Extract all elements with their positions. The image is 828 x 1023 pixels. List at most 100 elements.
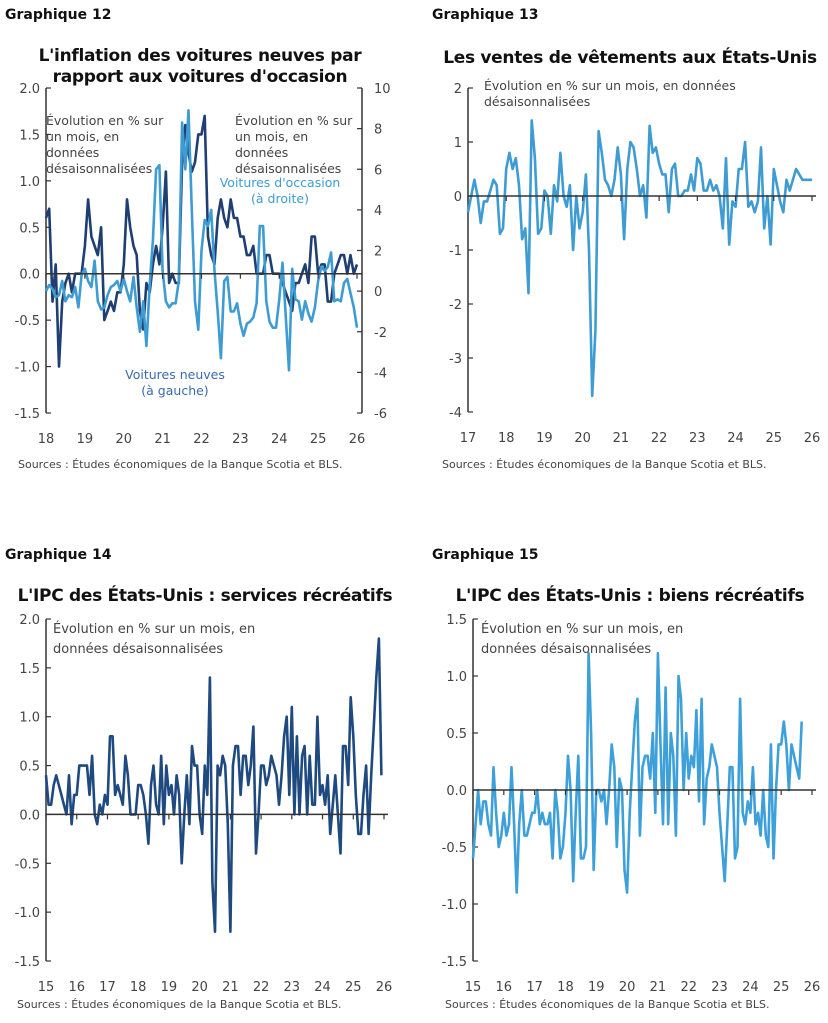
chart-g14: -1.5 -1.0 -0.5 0.0 0.5 1.0 1.5 2.0 15 16 17 18 19 20 2… <box>15 613 393 995</box>
y-tick-label: 0.5 <box>19 760 40 775</box>
series-label-used-cars: Voitures d'occasion (à droite) <box>210 175 350 207</box>
y2-tick-label: 4 <box>374 204 382 219</box>
x-tick-label: 15 <box>465 980 482 995</box>
x-tick-label: 17 <box>526 980 543 995</box>
y-tick-label: 1 <box>454 136 462 151</box>
y-tick-label: -1.0 <box>15 361 40 376</box>
y-tick-label: 2.0 <box>19 613 40 628</box>
y-tick-label: -1 <box>449 244 462 259</box>
chart-title-12: L'inflation des voitures neuves par rapp… <box>38 46 362 87</box>
chart-note-14: Évolution en % sur un mois, en données d… <box>53 622 256 657</box>
y-tick-label: 0 <box>454 190 462 205</box>
x-tick-label: 25 <box>766 431 783 446</box>
y-tick-label: 0.5 <box>19 221 40 236</box>
x-tick-label: 23 <box>284 980 301 995</box>
x-tick-label: 19 <box>536 431 553 446</box>
y-tick-label: -4 <box>449 406 462 421</box>
x-tick-label: 25 <box>773 980 790 995</box>
series-line-0 <box>466 119 812 398</box>
y-tick-label: 0.5 <box>446 727 467 742</box>
chart-source-12: Sources : Études économiques de la Banqu… <box>18 458 343 471</box>
y2-tick-label: -2 <box>374 326 387 341</box>
x-tick-label: 23 <box>232 432 249 447</box>
x-tick-label: 18 <box>498 431 515 446</box>
chart-source-14: Sources : Études économiques de la Banqu… <box>17 998 342 1011</box>
y-tick-label: 2 <box>454 82 462 97</box>
label-line: (à droite) <box>251 191 309 206</box>
chart-title-15: L'IPC des États-Unis : biens récréatifs <box>455 586 805 606</box>
y-tick-label: -0.5 <box>15 857 40 872</box>
y-tick-label: 1.5 <box>19 128 40 143</box>
y-tick-label: -1.5 <box>15 407 40 422</box>
x-tick-label: 22 <box>193 432 210 447</box>
x-tick-label: 16 <box>68 980 85 995</box>
x-tick-label: 26 <box>349 432 366 447</box>
x-tick-label: 17 <box>460 431 477 446</box>
x-tick-label: 20 <box>191 980 208 995</box>
chart-note-right-12: Évolution en % sur un mois, en données d… <box>235 113 353 176</box>
y-tick-label: -0.5 <box>15 314 40 329</box>
x-tick-label: 19 <box>161 980 178 995</box>
x-tick-label: 24 <box>314 980 331 995</box>
y-tick-label: -1.5 <box>442 955 467 970</box>
x-tick-label: 20 <box>619 980 636 995</box>
x-tick-label: 18 <box>130 980 147 995</box>
y2-tick-label: 8 <box>374 123 382 138</box>
chart-source-13: Sources : Études économiques de la Banqu… <box>442 458 767 471</box>
x-tick-label: 22 <box>253 980 270 995</box>
y2-tick-label: -4 <box>374 366 387 381</box>
x-tick-label: 22 <box>651 431 668 446</box>
label-line: Voitures d'occasion <box>219 175 341 190</box>
y-tick-label: 1.5 <box>19 662 40 677</box>
chart-title-14: L'IPC des États-Unis : services récréati… <box>17 586 393 606</box>
x-tick-label: 21 <box>650 980 667 995</box>
y2-tick-label: 6 <box>374 163 382 178</box>
y-tick-label: 1.0 <box>19 711 40 726</box>
series-line-0 <box>44 114 359 368</box>
chart-title-13: Les ventes de vêtements aux États-Unis <box>443 48 817 68</box>
series-label-new-cars: Voitures neuves (à gauche) <box>105 367 245 399</box>
series-line-0 <box>44 637 383 934</box>
y-tick-label: -3 <box>449 352 462 367</box>
y2-tick-label: 10 <box>374 82 391 97</box>
x-tick-label: 25 <box>310 432 327 447</box>
chart-number-15: Graphique 15 <box>432 547 539 563</box>
x-tick-label: 19 <box>77 432 94 447</box>
x-tick-label: 26 <box>376 980 393 995</box>
y-tick-label: 0.0 <box>446 784 467 799</box>
x-tick-label: 26 <box>804 980 821 995</box>
y-tick-label: -1.0 <box>442 898 467 913</box>
y-tick-label: 1.0 <box>19 175 40 190</box>
y-tick-label: -0.5 <box>442 841 467 856</box>
y2-tick-label: -6 <box>374 407 387 422</box>
y-tick-label: 0.0 <box>19 268 40 283</box>
x-tick-label: 21 <box>613 431 630 446</box>
y-tick-label: 1.5 <box>446 613 467 628</box>
x-tick-label: 20 <box>115 432 132 447</box>
x-tick-label: 18 <box>557 980 574 995</box>
x-tick-label: 20 <box>574 431 591 446</box>
x-tick-label: 15 <box>38 980 55 995</box>
chart-number-13: Graphique 13 <box>432 7 539 23</box>
chart-g13: -4 -3 -2 -1 0 1 2 17 18 19 20 21 22 23 24 25 26 <box>449 82 820 446</box>
label-line: (à gauche) <box>141 383 209 398</box>
y-tick-label: 0.0 <box>19 808 40 823</box>
series-line-0 <box>471 651 803 894</box>
x-tick-label: 23 <box>711 980 728 995</box>
series-line-1 <box>44 109 359 372</box>
chart-g15: -1.5 -1.0 -0.5 0.0 0.5 1.0 1.5 15 16 17 18 19 20 21 22… <box>442 613 821 995</box>
x-tick-label: 24 <box>742 980 759 995</box>
x-tick-label: 18 <box>38 432 55 447</box>
x-tick-label: 23 <box>689 431 706 446</box>
y-tick-label: -2 <box>449 298 462 313</box>
x-tick-label: 17 <box>99 980 116 995</box>
x-tick-label: 25 <box>345 980 362 995</box>
y2-tick-label: 0 <box>374 285 382 300</box>
x-tick-label: 26 <box>804 431 821 446</box>
chart-note-15: Évolution en % sur un mois, en données d… <box>481 622 684 657</box>
x-tick-label: 16 <box>496 980 513 995</box>
y-tick-label: 2.0 <box>19 82 40 97</box>
chart-note-left-12: Évolution en % sur un mois, en données d… <box>46 113 164 176</box>
x-tick-label: 24 <box>727 431 744 446</box>
